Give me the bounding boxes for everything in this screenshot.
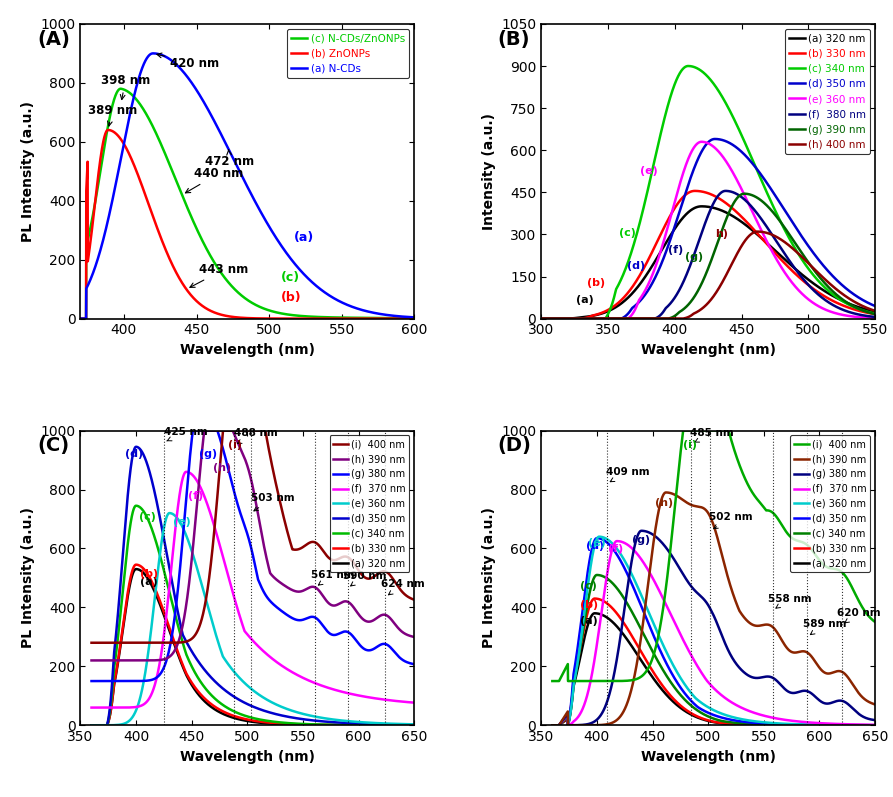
Text: 440 nm: 440 nm xyxy=(186,167,243,193)
Text: 443 nm: 443 nm xyxy=(190,263,248,288)
(b) ZnONPs xyxy=(340,314,351,324)
Text: (g): (g) xyxy=(686,252,704,261)
Text: 590 nm: 590 nm xyxy=(343,571,387,586)
Text: 620 nm: 620 nm xyxy=(838,607,880,622)
Text: (B): (B) xyxy=(497,29,530,49)
Text: (d): (d) xyxy=(627,261,645,272)
Legend: (a) 320 nm, (b) 330 nm, (c) 340 nm, (d) 350 nm, (e) 360 nm, (f)  380 nm, (g) 390: (a) 320 nm, (b) 330 nm, (c) 340 nm, (d) … xyxy=(785,29,870,154)
Text: (c): (c) xyxy=(619,228,636,238)
Y-axis label: PL Intensity (a.u.): PL Intensity (a.u.) xyxy=(21,100,35,241)
Text: (g): (g) xyxy=(199,449,218,458)
Text: (b): (b) xyxy=(580,600,598,610)
Text: 558 nm: 558 nm xyxy=(768,594,812,608)
(b) ZnONPs xyxy=(230,312,241,322)
Text: (a): (a) xyxy=(294,230,314,244)
Text: (f): (f) xyxy=(188,491,204,501)
Text: (c): (c) xyxy=(580,581,597,591)
(a) N-CDs xyxy=(412,312,422,322)
Text: 589 nm: 589 nm xyxy=(803,619,847,634)
Text: 561 nm: 561 nm xyxy=(311,570,355,585)
(a) N-CDs xyxy=(92,255,103,265)
(a) N-CDs xyxy=(239,176,250,186)
(a) N-CDs xyxy=(340,300,351,309)
(c) N-CDs/ZnONPs xyxy=(340,313,351,323)
Text: (A): (A) xyxy=(37,29,70,49)
Legend: (i)  400 nm, (h) 390 nm, (g) 380 nm, (f)  370 nm, (e) 360 nm, (d) 350 nm, (c) 34: (i) 400 nm, (h) 390 nm, (g) 380 nm, (f) … xyxy=(330,435,410,572)
(b) ZnONPs xyxy=(92,176,103,186)
Text: 389 nm: 389 nm xyxy=(88,104,137,126)
Text: 488 nm: 488 nm xyxy=(234,429,278,443)
(c) N-CDs/ZnONPs xyxy=(412,313,422,323)
Text: (e): (e) xyxy=(172,517,190,528)
Text: (i): (i) xyxy=(682,440,697,450)
Text: (g): (g) xyxy=(632,535,651,545)
(b) ZnONPs xyxy=(412,314,422,324)
Text: (a): (a) xyxy=(576,295,594,305)
(c) N-CDs/ZnONPs xyxy=(239,293,250,303)
Text: (h): (h) xyxy=(213,463,231,473)
Text: (a): (a) xyxy=(140,577,158,587)
(a) N-CDs xyxy=(402,312,413,322)
Text: (b): (b) xyxy=(140,569,159,579)
Text: (f): (f) xyxy=(608,544,623,554)
Text: (b): (b) xyxy=(280,291,301,304)
(a) N-CDs xyxy=(147,49,158,58)
Line: (c) N-CDs/ZnONPs: (c) N-CDs/ZnONPs xyxy=(80,88,417,319)
Text: 485 nm: 485 nm xyxy=(690,429,734,442)
Y-axis label: Intensity (a.u.): Intensity (a.u.) xyxy=(481,112,496,230)
Text: (d): (d) xyxy=(125,449,143,458)
Y-axis label: PL Intensity (a.u.): PL Intensity (a.u.) xyxy=(21,508,35,649)
Line: (b) ZnONPs: (b) ZnONPs xyxy=(80,130,417,319)
Text: 503 nm: 503 nm xyxy=(251,493,295,511)
Text: (D): (D) xyxy=(497,437,531,455)
Text: (c): (c) xyxy=(139,512,156,521)
X-axis label: Wavelength (nm): Wavelength (nm) xyxy=(640,750,776,764)
Text: 398 nm: 398 nm xyxy=(101,74,150,100)
Text: (b): (b) xyxy=(587,278,605,289)
(b) ZnONPs xyxy=(402,314,413,324)
X-axis label: Wavelength (nm): Wavelength (nm) xyxy=(179,343,315,357)
(b) ZnONPs xyxy=(239,313,250,323)
(c) N-CDs/ZnONPs xyxy=(75,314,86,324)
Text: 425 nm: 425 nm xyxy=(163,427,207,441)
(b) ZnONPs xyxy=(75,314,86,324)
Text: (e): (e) xyxy=(640,166,658,176)
Legend: (c) N-CDs/ZnONPs, (b) ZnONPs, (a) N-CDs: (c) N-CDs/ZnONPs, (b) ZnONPs, (a) N-CDs xyxy=(287,29,409,78)
(a) N-CDs xyxy=(402,312,413,322)
Text: 624 nm: 624 nm xyxy=(381,579,425,595)
(a) N-CDs xyxy=(230,158,241,167)
(a) N-CDs xyxy=(75,314,86,324)
(c) N-CDs/ZnONPs xyxy=(230,285,241,295)
Text: 409 nm: 409 nm xyxy=(605,467,649,481)
Y-axis label: PL Intensity (a.u.): PL Intensity (a.u.) xyxy=(481,508,496,649)
Text: (a): (a) xyxy=(580,615,598,626)
Text: 502 nm: 502 nm xyxy=(709,512,753,528)
Text: (e): (e) xyxy=(588,538,605,548)
Text: h): h) xyxy=(715,230,728,239)
(c) N-CDs/ZnONPs xyxy=(402,313,413,323)
X-axis label: Wavelenght (nm): Wavelenght (nm) xyxy=(640,343,776,357)
Text: (i): (i) xyxy=(229,440,242,450)
Text: (f): (f) xyxy=(668,245,683,256)
Text: (c): (c) xyxy=(280,271,300,284)
X-axis label: Wavelength (nm): Wavelength (nm) xyxy=(179,750,315,764)
Text: 420 nm: 420 nm xyxy=(157,53,220,69)
Text: (h): (h) xyxy=(655,498,672,508)
(b) ZnONPs xyxy=(103,125,113,135)
(b) ZnONPs xyxy=(402,314,413,324)
(c) N-CDs/ZnONPs xyxy=(402,313,413,323)
Text: 472 nm: 472 nm xyxy=(205,150,255,168)
Legend: (i)  400 nm, (h) 390 nm, (g) 380 nm, (f)  370 nm, (e) 360 nm, (d) 350 nm, (c) 34: (i) 400 nm, (h) 390 nm, (g) 380 nm, (f) … xyxy=(790,435,871,572)
(c) N-CDs/ZnONPs xyxy=(92,183,103,193)
Text: (d): (d) xyxy=(586,541,604,551)
Line: (a) N-CDs: (a) N-CDs xyxy=(80,53,417,319)
(c) N-CDs/ZnONPs xyxy=(115,84,126,93)
Text: (C): (C) xyxy=(37,437,69,455)
